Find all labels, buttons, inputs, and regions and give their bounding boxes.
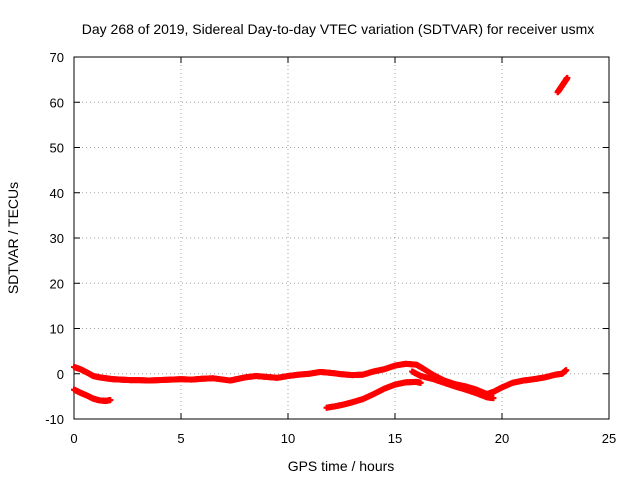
plot-frame xyxy=(73,56,610,420)
y-tick-label: 50 xyxy=(50,141,64,156)
axis-ticks: 0 5 10 15 20 25 -10 0 10 20 30 40 50 60 70 xyxy=(45,50,616,446)
data-point xyxy=(563,367,570,374)
grid-lines xyxy=(74,57,609,419)
data-point xyxy=(564,74,571,81)
y-tick-label: 10 xyxy=(50,322,64,337)
y-tick-label: 60 xyxy=(50,95,64,110)
chart-title: Day 268 of 2019, Sidereal Day-to-day VTE… xyxy=(82,21,595,37)
x-axis-label: GPS time / hours xyxy=(288,458,395,474)
y-tick-label: -10 xyxy=(45,412,64,427)
data-point xyxy=(417,379,424,386)
x-tick-label: 25 xyxy=(602,431,616,446)
y-tick-label: 30 xyxy=(50,231,64,246)
x-tick-label: 0 xyxy=(70,431,77,446)
data-points xyxy=(71,74,571,411)
y-tick-label: 0 xyxy=(57,367,64,382)
y-axis-label: SDTVAR / TECUs xyxy=(5,182,21,294)
y-tick-label: 40 xyxy=(50,186,64,201)
x-tick-label: 10 xyxy=(281,431,295,446)
x-tick-label: 20 xyxy=(495,431,509,446)
x-tick-label: 5 xyxy=(177,431,184,446)
data-point xyxy=(107,396,114,403)
x-tick-label: 15 xyxy=(388,431,402,446)
y-tick-label: 70 xyxy=(50,50,64,65)
y-tick-label: 20 xyxy=(50,276,64,291)
data-point xyxy=(490,395,497,402)
